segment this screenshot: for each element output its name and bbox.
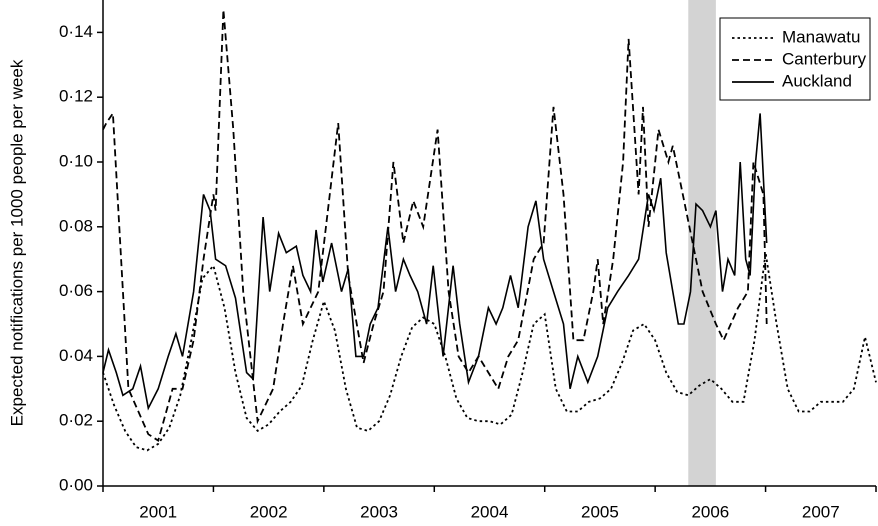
x-tick-label: 2007 (802, 502, 840, 521)
series-line (102, 9, 768, 443)
y-tick-label: 0·04 (59, 346, 93, 365)
y-tick-label: 0·12 (59, 87, 93, 106)
legend-label: Canterbury (782, 49, 867, 68)
y-tick-label: 0·00 (59, 475, 93, 494)
x-tick-label: 2004 (471, 502, 509, 521)
legend-box (719, 17, 871, 101)
x-tick-label: 2002 (250, 502, 288, 521)
legend-label: Manawatu (782, 27, 860, 46)
y-tick-label: 0·06 (59, 281, 93, 300)
y-tick-label: 0·10 (59, 151, 93, 170)
series-line (102, 252, 877, 452)
y-tick-label: 0·14 (59, 22, 93, 41)
x-tick-label: 2005 (581, 502, 619, 521)
y-tick-label: 0·02 (59, 411, 93, 430)
y-tick-label: 0·08 (59, 216, 93, 235)
x-tick-label: 2006 (691, 502, 729, 521)
y-axis-label: Expected notifications per 1000 people p… (7, 59, 26, 426)
x-tick-label: 2001 (139, 502, 177, 521)
x-tick-label: 2003 (360, 502, 398, 521)
series-line (102, 113, 768, 411)
legend-label: Auckland (782, 71, 852, 90)
